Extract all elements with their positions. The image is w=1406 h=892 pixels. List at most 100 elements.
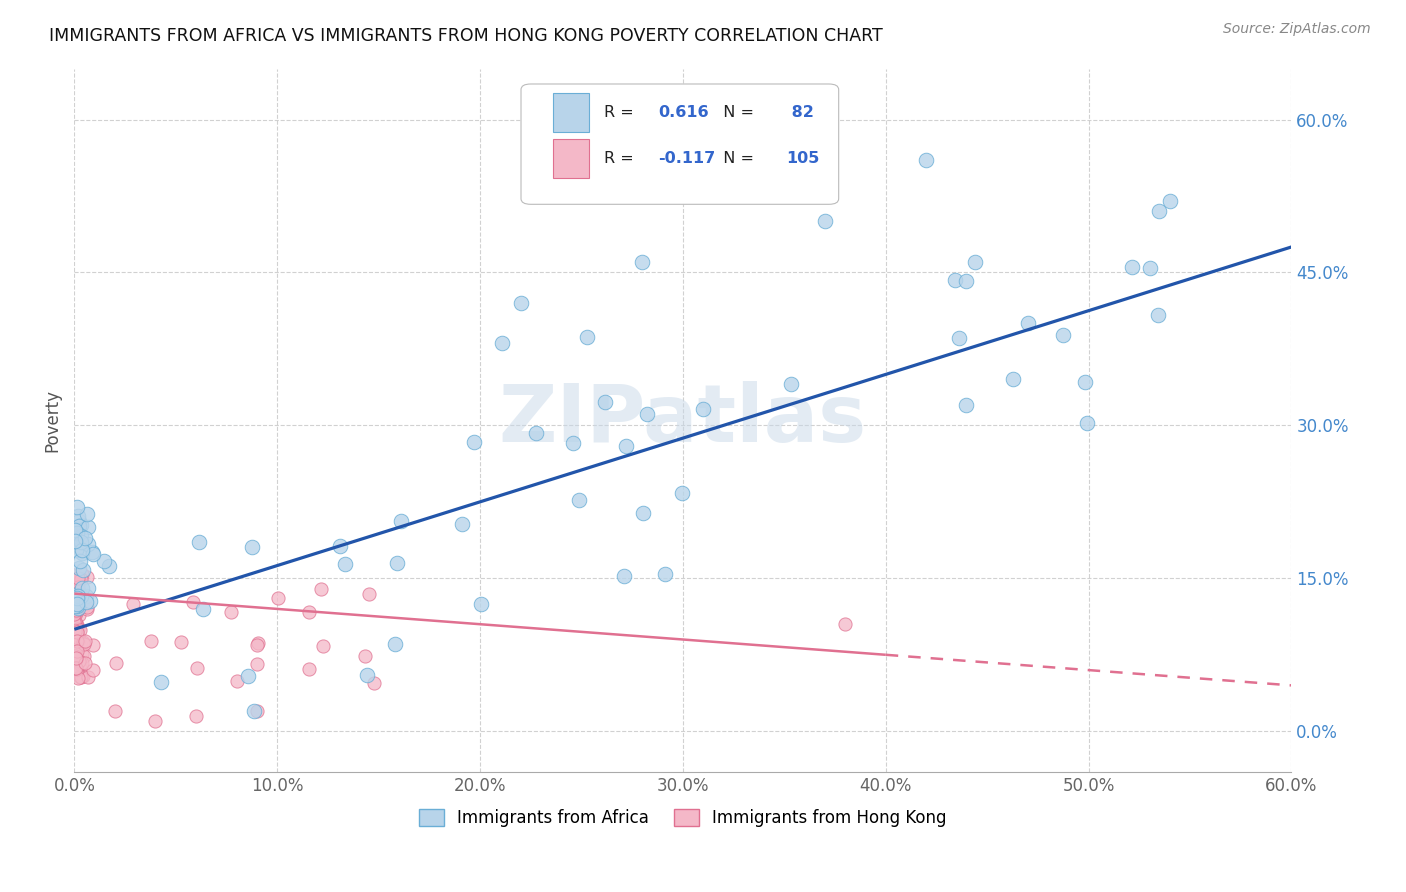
Point bbox=[65, 623, 87, 637]
Point bbox=[353, 648, 375, 663]
Point bbox=[69, 670, 91, 684]
Point bbox=[63, 595, 86, 609]
Point bbox=[141, 634, 163, 648]
Text: 82: 82 bbox=[786, 105, 814, 120]
Point bbox=[73, 599, 96, 613]
Point bbox=[363, 675, 385, 690]
Point bbox=[65, 602, 87, 616]
Point bbox=[63, 599, 86, 613]
Point bbox=[298, 662, 321, 676]
Point bbox=[834, 617, 856, 632]
Point bbox=[66, 579, 89, 593]
Point bbox=[63, 649, 86, 664]
Point bbox=[65, 653, 87, 667]
Point bbox=[66, 580, 89, 594]
Point bbox=[150, 674, 173, 689]
Point bbox=[66, 571, 89, 585]
Point bbox=[692, 402, 714, 417]
Point bbox=[67, 519, 90, 533]
Point bbox=[309, 582, 332, 596]
Point bbox=[104, 656, 127, 670]
Point bbox=[184, 709, 207, 723]
Point bbox=[524, 425, 547, 440]
Point bbox=[82, 663, 104, 677]
Text: Source: ZipAtlas.com: Source: ZipAtlas.com bbox=[1223, 22, 1371, 37]
Point bbox=[66, 660, 89, 674]
Point bbox=[66, 594, 89, 608]
Point bbox=[63, 588, 86, 602]
Point bbox=[69, 570, 91, 584]
Point bbox=[67, 630, 90, 644]
Point bbox=[186, 661, 208, 675]
Point bbox=[219, 605, 242, 619]
Point bbox=[948, 331, 970, 345]
Point bbox=[267, 591, 290, 606]
Point bbox=[450, 516, 472, 531]
Point bbox=[67, 672, 90, 686]
Text: R =: R = bbox=[603, 151, 638, 166]
Text: ZIPatlas: ZIPatlas bbox=[499, 381, 868, 459]
Point bbox=[915, 153, 938, 168]
Point bbox=[63, 626, 86, 640]
Text: 0.616: 0.616 bbox=[658, 105, 709, 120]
Point bbox=[66, 582, 89, 596]
Point bbox=[1002, 372, 1025, 386]
Point bbox=[72, 669, 94, 683]
Point bbox=[63, 587, 86, 601]
Point bbox=[76, 570, 98, 584]
Point bbox=[63, 661, 86, 675]
Point bbox=[65, 500, 87, 515]
Point bbox=[955, 274, 977, 288]
Point bbox=[67, 598, 90, 612]
Point bbox=[65, 618, 87, 632]
Point bbox=[63, 645, 86, 659]
Point bbox=[67, 571, 90, 585]
Point bbox=[72, 649, 94, 664]
Point bbox=[63, 568, 86, 582]
Point bbox=[298, 605, 321, 619]
Point bbox=[636, 407, 658, 421]
Point bbox=[69, 590, 91, 604]
Point bbox=[65, 589, 87, 603]
Point bbox=[65, 587, 87, 601]
Point bbox=[67, 574, 90, 588]
Point bbox=[65, 593, 87, 607]
Point bbox=[66, 576, 89, 591]
Point bbox=[509, 296, 531, 310]
Point bbox=[243, 704, 266, 718]
Point bbox=[67, 632, 90, 647]
Point bbox=[63, 579, 86, 593]
Point bbox=[65, 651, 87, 665]
Point bbox=[245, 638, 267, 652]
Point bbox=[561, 435, 583, 450]
Point bbox=[66, 623, 89, 637]
Point bbox=[70, 543, 93, 558]
Point bbox=[312, 639, 335, 653]
Point bbox=[72, 635, 94, 649]
Point bbox=[77, 537, 100, 551]
Point bbox=[70, 535, 93, 549]
Point bbox=[69, 554, 91, 568]
Point bbox=[333, 558, 356, 572]
Text: -0.117: -0.117 bbox=[658, 151, 716, 166]
Point bbox=[66, 603, 89, 617]
Point bbox=[69, 572, 91, 586]
Point bbox=[76, 670, 98, 684]
Point bbox=[75, 595, 97, 609]
Legend: Immigrants from Africa, Immigrants from Hong Kong: Immigrants from Africa, Immigrants from … bbox=[412, 803, 953, 834]
Point bbox=[568, 493, 591, 508]
Point bbox=[65, 615, 87, 629]
Point bbox=[1159, 194, 1181, 208]
Point bbox=[384, 637, 406, 651]
FancyBboxPatch shape bbox=[553, 139, 589, 178]
Point bbox=[70, 656, 93, 670]
Point bbox=[66, 632, 89, 646]
Point bbox=[65, 603, 87, 617]
Point bbox=[77, 519, 100, 533]
Point bbox=[1076, 417, 1098, 431]
Point bbox=[66, 526, 89, 541]
Point bbox=[631, 255, 654, 269]
Point bbox=[65, 641, 87, 656]
Point bbox=[671, 486, 693, 500]
Point bbox=[593, 395, 616, 409]
